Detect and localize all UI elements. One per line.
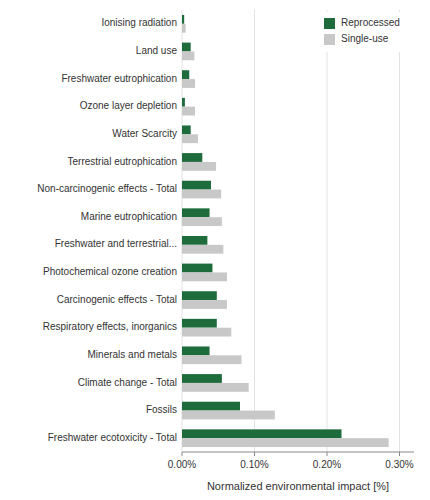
bar: [182, 236, 207, 245]
y-tick-label: Ionising radiation: [101, 17, 177, 28]
y-tick-label: Freshwater eutrophication: [61, 73, 177, 84]
x-tick: [182, 452, 183, 456]
y-tick-label: Respiratory effects, inorganics: [43, 321, 177, 332]
grid: [182, 10, 400, 452]
y-tick-label: Non-carcinogenic effects - Total: [37, 183, 177, 194]
grid-line: [399, 10, 400, 452]
bar: [182, 162, 216, 171]
x-axis: 0.00% 0.10% 0.20% 0.30% Normalized environme…: [168, 452, 414, 492]
y-tick-label: Photochemical ozone creation: [43, 266, 177, 277]
y-tick-label: Climate change - Total: [78, 377, 177, 388]
bar: [182, 438, 389, 447]
y-axis: Freshwater ecotoxicity - Total Fossils Cli…: [37, 17, 177, 442]
x-tick: [254, 452, 255, 456]
y-tick-label: Land use: [136, 45, 178, 56]
bar: [182, 98, 185, 107]
bar: [182, 15, 184, 24]
y-tick-label: Ozone layer depletion: [80, 100, 177, 111]
bar: [182, 153, 202, 162]
x-tick-label: 0.30%: [385, 459, 413, 470]
x-axis-label: Normalized environmental impact [%]: [207, 480, 389, 492]
y-tick-label: Freshwater ecotoxicity - Total: [48, 432, 177, 443]
legend-label: Single-use: [341, 33, 389, 44]
y-tick-label: Terrestrial eutrophication: [68, 156, 178, 167]
grid-line: [327, 10, 328, 452]
bar: [182, 107, 195, 116]
bar: [182, 264, 212, 273]
bar: [182, 355, 241, 364]
legend: Reprocessed Single-use: [318, 12, 410, 52]
bar: [182, 134, 198, 143]
bar: [182, 181, 211, 190]
bar: [182, 374, 222, 383]
bar: [182, 291, 217, 300]
bar: [182, 245, 223, 254]
bar: [182, 125, 191, 134]
bar: [182, 319, 217, 328]
y-tick-label: Fossils: [146, 404, 177, 415]
x-tick-label: 0.20%: [313, 459, 341, 470]
y-tick-label: Carcinogenic effects - Total: [57, 294, 177, 305]
bar: [182, 79, 195, 88]
y-tick-label: Minerals and metals: [88, 349, 177, 360]
bar: [182, 51, 194, 60]
bar: [182, 190, 221, 199]
x-tick: [399, 452, 400, 456]
x-tick-label: 0.00%: [168, 459, 196, 470]
bar: [182, 300, 227, 309]
grid-line: [254, 10, 255, 452]
bar: [182, 272, 227, 281]
x-tick: [327, 452, 328, 456]
y-tick-label: Water Scarcity: [112, 128, 177, 139]
legend-swatch: [324, 34, 335, 45]
bar: [182, 24, 186, 33]
bar: [182, 429, 342, 438]
bar: [182, 402, 240, 411]
bar: [182, 411, 275, 420]
bar: [182, 328, 231, 337]
x-axis-line: [182, 452, 414, 453]
y-tick-label: Marine eutrophication: [81, 211, 177, 222]
legend-swatch: [324, 18, 335, 29]
y-tick-label: Freshwater and terrestrial...: [55, 238, 177, 249]
bar: [182, 217, 222, 226]
chart: 0.00% 0.10% 0.20% 0.30% Normalized environme…: [0, 0, 430, 500]
bar: [182, 208, 210, 217]
bars: [182, 15, 389, 447]
x-tick-label: 0.10%: [240, 459, 268, 470]
legend-box: [318, 12, 410, 52]
bar: [182, 346, 210, 355]
bar: [182, 383, 249, 392]
bar: [182, 70, 189, 79]
bar: [182, 43, 191, 52]
legend-label: Reprocessed: [341, 17, 400, 28]
